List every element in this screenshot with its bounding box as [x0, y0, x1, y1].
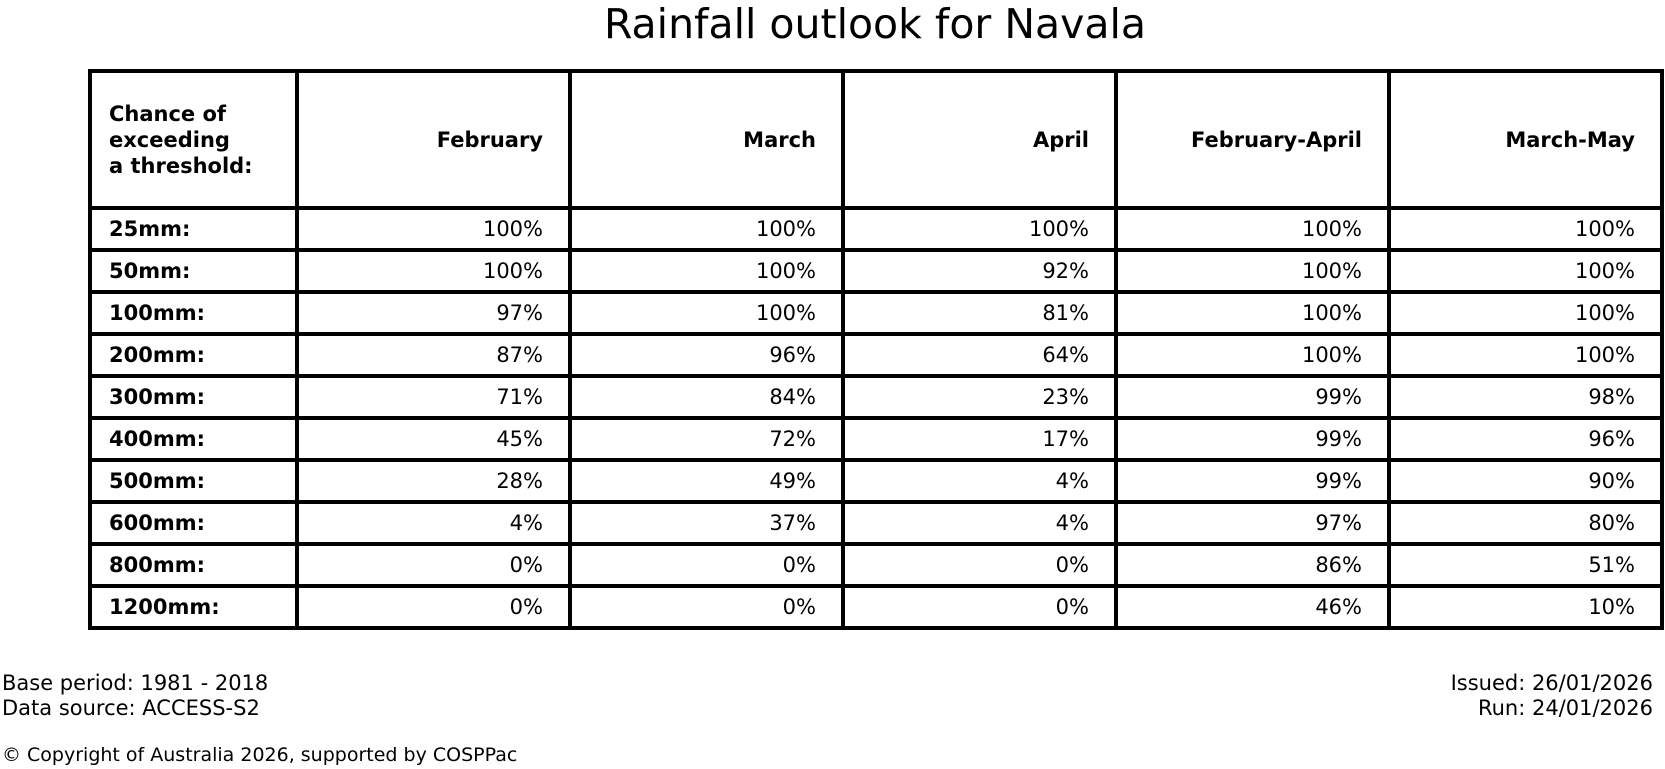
row-label-200mm: 200mm: [88, 332, 299, 378]
copyright-text: © Copyright of Australia 2026, supported… [2, 744, 518, 766]
table-row-600mm: 600mm: 4% 37% 4% 97% 80% [88, 500, 1664, 546]
table-row-25mm: 25mm: 100% 100% 100% 100% 100% [88, 206, 1664, 252]
cell-march-may-500mm: 90% [1387, 458, 1664, 504]
cell-march-may-400mm: 96% [1387, 416, 1664, 462]
cell-march-300mm: 84% [568, 374, 845, 420]
cell-february-april-200mm: 100% [1114, 332, 1391, 378]
table-row-500mm: 500mm: 28% 49% 4% 99% 90% [88, 458, 1664, 504]
row-label-300mm: 300mm: [88, 374, 299, 420]
cell-april-800mm: 0% [841, 542, 1118, 588]
cell-march-25mm: 100% [568, 206, 845, 252]
table-row-800mm: 800mm: 0% 0% 0% 86% 51% [88, 542, 1664, 588]
cell-february-april-100mm: 100% [1114, 290, 1391, 336]
footer-left: Base period: 1981 - 2018 Data source: AC… [2, 671, 268, 721]
row-label-500mm: 500mm: [88, 458, 299, 504]
column-header-february: February [295, 69, 572, 210]
row-label-600mm: 600mm: [88, 500, 299, 546]
cell-february-april-800mm: 86% [1114, 542, 1391, 588]
cell-april-200mm: 64% [841, 332, 1118, 378]
cell-march-1200mm: 0% [568, 584, 845, 630]
row-label-800mm: 800mm: [88, 542, 299, 588]
run-date-text: Run: 24/01/2026 [1477, 696, 1653, 720]
cell-february-april-400mm: 99% [1114, 416, 1391, 462]
cell-february-800mm: 0% [295, 542, 572, 588]
table-row-1200mm: 1200mm: 0% 0% 0% 46% 10% [88, 584, 1664, 630]
cell-april-400mm: 17% [841, 416, 1118, 462]
table-row-50mm: 50mm: 100% 100% 92% 100% 100% [88, 248, 1664, 294]
column-header-february-april: February-April [1114, 69, 1391, 210]
cell-april-500mm: 4% [841, 458, 1118, 504]
cell-february-100mm: 97% [295, 290, 572, 336]
footer-right: Issued: 26/01/2026 Run: 24/01/2026 [1451, 671, 1653, 721]
cell-april-1200mm: 0% [841, 584, 1118, 630]
row-label-1200mm: 1200mm: [88, 584, 299, 630]
cell-february-25mm: 100% [295, 206, 572, 252]
table-row-200mm: 200mm: 87% 96% 64% 100% 100% [88, 332, 1664, 378]
cell-february-april-50mm: 100% [1114, 248, 1391, 294]
cell-february-50mm: 100% [295, 248, 572, 294]
row-label-25mm: 25mm: [88, 206, 299, 252]
column-header-march: March [568, 69, 845, 210]
cell-february-600mm: 4% [295, 500, 572, 546]
cell-march-800mm: 0% [568, 542, 845, 588]
cell-march-50mm: 100% [568, 248, 845, 294]
corner-header: Chance of exceeding a threshold: [88, 69, 299, 210]
cell-april-300mm: 23% [841, 374, 1118, 420]
table-body: 25mm: 100% 100% 100% 100% 100% 50mm: 100% 100% 92… [88, 206, 1664, 630]
cell-april-25mm: 100% [841, 206, 1118, 252]
cell-february-april-1200mm: 46% [1114, 584, 1391, 630]
table-row-300mm: 300mm: 71% 84% 23% 99% 98% [88, 374, 1664, 420]
cell-april-100mm: 81% [841, 290, 1118, 336]
cell-march-100mm: 100% [568, 290, 845, 336]
row-label-400mm: 400mm: [88, 416, 299, 462]
cell-march-may-50mm: 100% [1387, 248, 1664, 294]
row-label-100mm: 100mm: [88, 290, 299, 336]
cell-march-may-1200mm: 10% [1387, 584, 1664, 630]
cell-march-may-100mm: 100% [1387, 290, 1664, 336]
cell-march-may-300mm: 98% [1387, 374, 1664, 420]
issued-date-text: Issued: 26/01/2026 [1450, 671, 1653, 695]
cell-march-500mm: 49% [568, 458, 845, 504]
cell-february-500mm: 28% [295, 458, 572, 504]
cell-march-400mm: 72% [568, 416, 845, 462]
cell-february-april-300mm: 99% [1114, 374, 1391, 420]
cell-february-400mm: 45% [295, 416, 572, 462]
cell-march-may-600mm: 80% [1387, 500, 1664, 546]
cell-march-may-25mm: 100% [1387, 206, 1664, 252]
cell-march-may-800mm: 51% [1387, 542, 1664, 588]
column-header-march-may: March-May [1387, 69, 1664, 210]
table-row-400mm: 400mm: 45% 72% 17% 99% 96% [88, 416, 1664, 462]
cell-march-may-200mm: 100% [1387, 332, 1664, 378]
cell-february-april-500mm: 99% [1114, 458, 1391, 504]
row-label-50mm: 50mm: [88, 248, 299, 294]
table-row-100mm: 100mm: 97% 100% 81% 100% 100% [88, 290, 1664, 336]
cell-february-300mm: 71% [295, 374, 572, 420]
cell-april-50mm: 92% [841, 248, 1118, 294]
data-source-text: Data source: ACCESS-S2 [2, 696, 260, 720]
column-header-april: April [841, 69, 1118, 210]
cell-april-600mm: 4% [841, 500, 1118, 546]
page-title: Rainfall outlook for Navala [603, 0, 1147, 48]
cell-february-1200mm: 0% [295, 584, 572, 630]
cell-march-200mm: 96% [568, 332, 845, 378]
cell-march-600mm: 37% [568, 500, 845, 546]
cell-february-200mm: 87% [295, 332, 572, 378]
cell-february-april-25mm: 100% [1114, 206, 1391, 252]
rainfall-outlook-table: Chance of exceeding a threshold: Februar… [88, 69, 1664, 630]
base-period-text: Base period: 1981 - 2018 [2, 671, 269, 695]
header-row: Chance of exceeding a threshold: Februar… [88, 69, 1664, 210]
cell-february-april-600mm: 97% [1114, 500, 1391, 546]
